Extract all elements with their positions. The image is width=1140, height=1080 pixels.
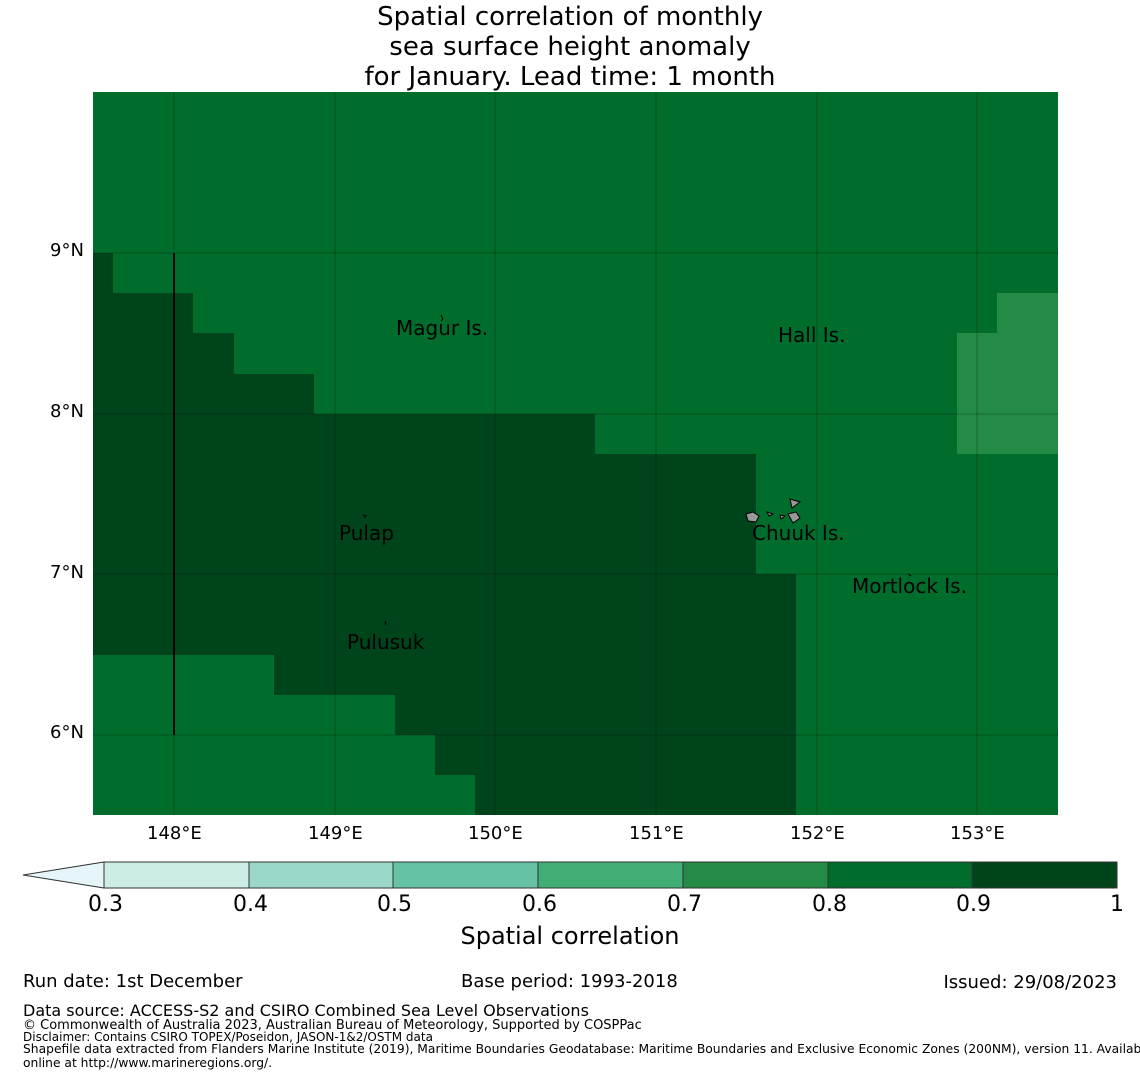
colorbar-tick-0.5: 0.5 (377, 892, 412, 917)
islands (362, 314, 912, 626)
title-line-1: Spatial correlation of monthly (377, 2, 763, 32)
mortlock-island (907, 573, 912, 577)
copyright: © Commonwealth of Australia 2023, Austra… (23, 1018, 642, 1033)
colorbar-tick-0.3: 0.3 (88, 892, 123, 917)
lon-label-152e: 152°E (790, 823, 845, 844)
colorbar-extend-arrow (22, 861, 105, 889)
colorbar-bin-0.8-0.9 (827, 861, 973, 889)
correlation-region-high (93, 253, 796, 815)
chart-title: Spatial correlation of monthly sea surfa… (0, 2, 1140, 92)
magur-island (440, 314, 444, 322)
colorbar-bin-0.3-0.4 (103, 861, 250, 889)
place-label-mortlock: Mortlock Is. (852, 574, 967, 598)
run-date: Run date: 1st December (23, 971, 243, 992)
lon-label-151e: 151°E (629, 823, 684, 844)
colorbar-bin-0.5-0.6 (392, 861, 539, 889)
issued-date: Issued: 29/08/2023 (943, 972, 1117, 993)
chuuk-island-1 (745, 511, 760, 523)
chuuk-island-3 (787, 511, 801, 524)
lat-label-8n: 8°N (50, 401, 84, 422)
colorbar-bin-0.7-0.8 (682, 861, 829, 889)
data-source: Data source: ACCESS-S2 and CSIRO Combine… (23, 1001, 589, 1020)
pulusuk-island (384, 620, 387, 626)
lon-label-149e: 149°E (308, 823, 363, 844)
colorbar-bin-0.9-1.0 (971, 861, 1118, 889)
colorbar-label: Spatial correlation (460, 922, 680, 950)
title-line-3: for January. Lead time: 1 month (364, 62, 776, 92)
pulap-island (362, 514, 367, 519)
colorbar-tick-0.8: 0.8 (812, 892, 847, 917)
shapefile-note-line-2: online at http://www.marineregions.org/. (23, 1056, 273, 1070)
place-label-pulusuk: Pulusuk (347, 630, 425, 654)
colorbar-tick-0.9: 0.9 (956, 892, 991, 917)
base-period: Base period: 1993-2018 (461, 971, 678, 992)
chuuk-island-4 (766, 511, 775, 517)
colorbar-tick-0.7: 0.7 (667, 892, 702, 917)
colorbar-tick-0.4: 0.4 (233, 892, 268, 917)
place-label-hall: Hall Is. (778, 323, 846, 347)
colorbar-bin-0.4-0.5 (248, 861, 394, 889)
lon-label-148e: 148°E (147, 823, 202, 844)
title-line-2: sea surface height anomaly (389, 32, 751, 62)
disclaimer: Disclaimer: Contains CSIRO TOPEX/Poseido… (23, 1030, 433, 1044)
place-label-chuuk: Chuuk Is. (752, 521, 845, 545)
chuuk-island-5 (779, 514, 787, 520)
lat-label-7n: 7°N (50, 562, 84, 583)
lon-label-153e: 153°E (950, 823, 1005, 844)
correlation-region-moderate (957, 293, 1058, 454)
chuuk-island-2 (789, 498, 802, 509)
place-label-pulap: Pulap (339, 521, 394, 545)
place-label-magur: Magur Is. (396, 316, 489, 340)
graticule (93, 92, 1058, 815)
colorbar-bin-0.6-0.7 (537, 861, 684, 889)
colorbar-tick-0.6: 0.6 (522, 892, 557, 917)
colorbar-tick-1: 1 (1110, 892, 1124, 917)
lon-label-150e: 150°E (468, 823, 523, 844)
colorbar (22, 861, 1118, 889)
lat-label-6n: 6°N (50, 722, 84, 743)
shapefile-note-line-1: Shapefile data extracted from Flanders M… (23, 1042, 1140, 1056)
lat-label-9n: 9°N (50, 240, 84, 261)
